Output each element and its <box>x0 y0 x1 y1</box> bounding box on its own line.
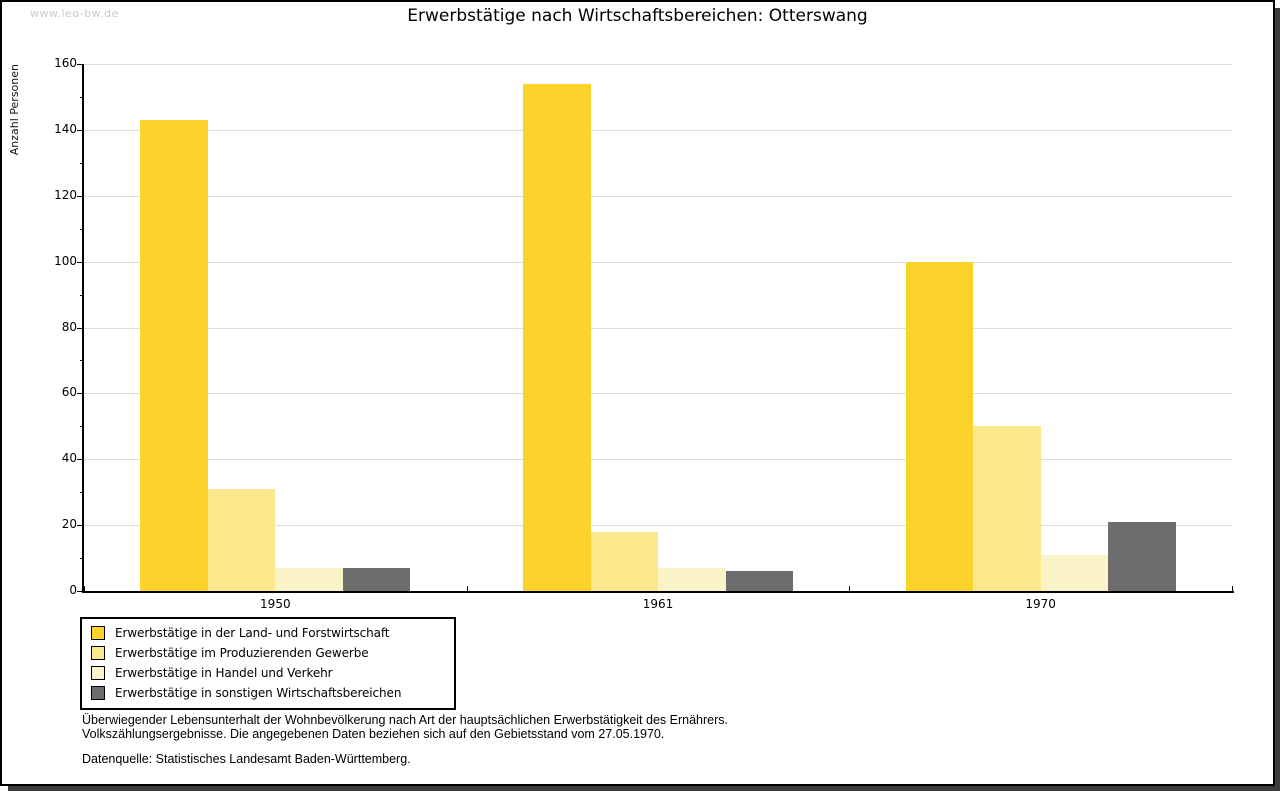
y-axis-tick <box>77 129 84 131</box>
gridline <box>84 393 1232 395</box>
y-axis-minor-tick <box>80 426 84 428</box>
window-shadow-right <box>1275 8 1280 791</box>
y-tick-label: 140 <box>54 121 77 136</box>
y-axis-title: Anzahl Personen <box>8 64 21 156</box>
y-axis-tick <box>77 195 84 197</box>
chart-bar <box>590 531 658 591</box>
legend-label: Erwerbstätige in sonstigen Wirtschaftsbe… <box>115 686 402 700</box>
chart-bar <box>523 83 591 591</box>
chart-bar <box>658 567 726 591</box>
y-tick-label: 100 <box>54 253 77 268</box>
legend-item: Erwerbstätige im Produzierenden Gewerbe <box>82 643 454 663</box>
watermark: www.leo-bw.de <box>30 7 119 20</box>
gridline <box>84 525 1232 527</box>
chart-bar <box>1108 521 1176 591</box>
y-axis-tick <box>77 64 84 65</box>
chart-bar <box>905 261 974 591</box>
legend-swatch-icon <box>91 646 105 660</box>
y-tick-label: 80 <box>61 319 77 334</box>
legend-swatch-icon <box>91 626 105 640</box>
chart-bar <box>1040 554 1109 591</box>
chart-bar <box>973 426 1041 591</box>
y-axis-minor-tick <box>80 294 84 296</box>
x-axis-line <box>82 591 1234 593</box>
chart-bar <box>342 567 411 591</box>
y-tick-label: 20 <box>61 517 77 532</box>
gridline <box>84 459 1232 461</box>
y-tick-label: 60 <box>61 385 77 400</box>
data-source: Datenquelle: Statistisches Landesamt Bad… <box>82 752 411 766</box>
legend-label: Erwerbstätige im Produzierenden Gewerbe <box>115 646 369 660</box>
x-axis-boundary-tick <box>84 586 85 591</box>
footnote-line-1: Überwiegender Lebensunterhalt der Wohnbe… <box>82 713 728 727</box>
x-tick-label: 1961 <box>642 597 674 611</box>
legend-swatch-icon <box>91 666 105 680</box>
x-axis-boundary-tick <box>1232 586 1233 591</box>
gridline <box>84 261 1232 263</box>
x-tick-label: 1950 <box>260 597 291 611</box>
y-axis-minor-tick <box>80 360 84 362</box>
y-axis-tick <box>77 393 84 395</box>
chart-bar <box>725 571 793 591</box>
y-axis-tick <box>77 525 84 527</box>
legend-item: Erwerbstätige in der Land- und Forstwirt… <box>82 623 454 643</box>
gridline <box>84 327 1232 329</box>
y-axis-minor-tick <box>80 162 84 164</box>
y-axis-tick <box>77 459 84 461</box>
y-tick-label: 40 <box>61 451 77 466</box>
chart-title: Erwerbstätige nach Wirtschaftsbereichen:… <box>407 6 868 26</box>
y-tick-label: 160 <box>54 56 77 70</box>
legend-item: Erwerbstätige in sonstigen Wirtschaftsbe… <box>82 683 454 703</box>
chart-bar <box>140 119 208 591</box>
y-axis-tick <box>77 261 84 263</box>
y-axis-minor-tick <box>80 492 84 494</box>
legend-label: Erwerbstätige in der Land- und Forstwirt… <box>115 626 390 640</box>
chart-bar <box>275 567 343 591</box>
y-axis-minor-tick <box>80 228 84 230</box>
y-tick-label: 0 <box>69 583 77 597</box>
y-axis-tick <box>77 327 84 329</box>
y-axis-minor-tick <box>80 96 84 98</box>
x-axis-boundary-tick <box>849 586 851 591</box>
y-axis-line <box>82 64 84 593</box>
y-axis-tick <box>77 591 84 592</box>
footnote: Überwiegender Lebensunterhalt der Wohnbe… <box>82 713 728 766</box>
legend: Erwerbstätige in der Land- und Forstwirt… <box>80 617 456 710</box>
chart-bar <box>207 488 276 591</box>
y-tick-label: 120 <box>54 187 77 202</box>
legend-label: Erwerbstätige in Handel und Verkehr <box>115 666 333 680</box>
gridline <box>84 129 1232 131</box>
footnote-line-2: Volkszählungsergebnisse. Die angegebenen… <box>82 727 665 741</box>
legend-item: Erwerbstätige in Handel und Verkehr <box>82 663 454 683</box>
x-tick-label: 1970 <box>1025 597 1056 611</box>
legend-swatch-icon <box>91 686 105 700</box>
y-axis-minor-tick <box>80 558 84 560</box>
window-shadow-bottom <box>8 786 1280 791</box>
x-axis-boundary-tick <box>466 586 468 591</box>
gridline <box>84 195 1232 197</box>
gridline <box>84 64 1232 65</box>
